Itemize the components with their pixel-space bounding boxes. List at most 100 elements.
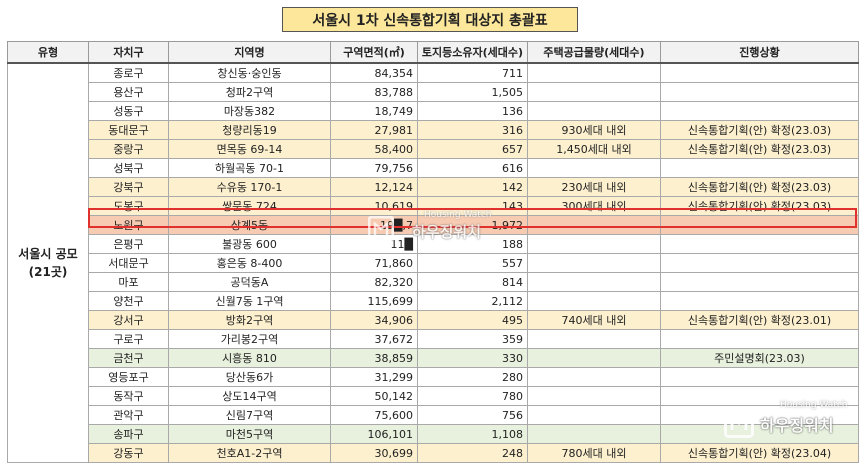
gu-cell: 성북구 — [88, 158, 169, 178]
gu-cell: 강북구 — [88, 177, 169, 197]
area-name-cell: 천호A1-2구역 — [168, 443, 331, 463]
supply-cell — [527, 158, 661, 178]
size-cell: 38,859 — [330, 348, 418, 368]
type-count: (21곳) — [28, 265, 68, 279]
table-row: 금천구 시흥동 810 38,859 330 주민설명회(23.03) — [8, 348, 859, 368]
header-gu: 자치구 — [88, 41, 169, 64]
table-row: 노원구 상계5동 19█,7 1,972 — [8, 215, 859, 235]
supply-cell — [527, 348, 661, 368]
status-cell: 주민설명회(23.03) — [660, 348, 859, 368]
area-name-cell: 창신동·숭인동 — [168, 62, 331, 83]
status-cell — [660, 386, 859, 406]
owners-cell: 188 — [417, 234, 528, 254]
table-row: 관악구 신림7구역 75,600 756 — [8, 405, 859, 425]
table-row: 강북구 수유동 170-1 12,124 142 230세대 내외 신속통합기획(안) 확… — [8, 177, 859, 197]
status-cell — [660, 272, 859, 292]
size-cell: 71,860 — [330, 253, 418, 273]
area-name-cell: 청파2구역 — [168, 82, 331, 102]
size-cell: 50,142 — [330, 386, 418, 406]
owners-cell: 142 — [417, 177, 528, 197]
status-cell: 신속통합기획(안) 확정(23.03) — [660, 139, 859, 159]
area-name-cell: 공덕동A — [168, 272, 331, 292]
housingwatch-logo-icon — [724, 408, 754, 438]
table-row: 송파구 마천5구역 106,101 1,108 — [8, 424, 859, 444]
owners-cell: 780 — [417, 386, 528, 406]
header-type: 유형 — [7, 41, 89, 64]
owners-cell: 557 — [417, 253, 528, 273]
status-cell: 신속통합기획(안) 확정(23.03) — [660, 196, 859, 216]
owners-cell: 1,972 — [417, 215, 528, 235]
header-area-name: 지역명 — [168, 41, 331, 64]
table-row: 마포 공덕동A 82,320 814 — [8, 272, 859, 292]
owners-cell: 359 — [417, 329, 528, 349]
gu-cell: 동작구 — [88, 386, 169, 406]
gu-cell: 송파구 — [88, 424, 169, 444]
watermark-en: Housing Watch — [424, 210, 492, 220]
size-cell: 83,788 — [330, 82, 418, 102]
supply-cell: 740세대 내외 — [527, 310, 661, 330]
status-cell — [660, 367, 859, 387]
gu-cell: 영등포구 — [88, 367, 169, 387]
supply-cell — [527, 329, 661, 349]
area-name-cell: 마장동382 — [168, 101, 331, 121]
owners-cell: 280 — [417, 367, 528, 387]
size-cell: 82,320 — [330, 272, 418, 292]
size-cell: 31,299 — [330, 367, 418, 387]
supply-cell — [527, 272, 661, 292]
table-row: 중랑구 면목동 69-14 58,400 657 1,450세대 내외 신속통합기획(안)… — [8, 139, 859, 159]
table-row: 강동구 천호A1-2구역 30,699 248 780세대 내외 신속통합기획(안) 확정… — [8, 443, 859, 463]
supply-cell — [527, 424, 661, 444]
size-cell: 27,981 — [330, 120, 418, 140]
table-row: 동대문구 청량리동19 27,981 316 930세대 내외 신속통합기획(안) 확정(… — [8, 120, 859, 140]
area-name-cell: 당산동6가 — [168, 367, 331, 387]
size-cell: 12,124 — [330, 177, 418, 197]
area-name-cell: 불광동 600 — [168, 234, 331, 254]
gu-cell: 은평구 — [88, 234, 169, 254]
supply-cell: 930세대 내외 — [527, 120, 661, 140]
status-cell: 신속통합기획(안) 확정(23.04) — [660, 443, 859, 463]
watermark-ko: 하우징워치 — [760, 416, 834, 435]
supply-cell — [527, 215, 661, 235]
supply-cell — [527, 234, 661, 254]
size-cell: 75,600 — [330, 405, 418, 425]
supply-cell — [527, 101, 661, 121]
size-cell: 84,354 — [330, 62, 418, 83]
supply-cell — [527, 82, 661, 102]
supply-cell — [527, 367, 661, 387]
owners-cell: 2,112 — [417, 291, 528, 311]
watermark-ko: 하우징워치 — [412, 223, 482, 241]
area-name-cell: 상도14구역 — [168, 386, 331, 406]
supply-cell — [527, 291, 661, 311]
summary-table: 유형 자치구 지역명 구역면적(㎡) 토지등소유자(세대수) 주택공급물량(세대… — [7, 41, 859, 463]
gu-cell: 종로구 — [88, 62, 169, 83]
table-row: 서대문구 홍은동 8-400 71,860 557 — [8, 253, 859, 273]
area-name-cell: 신월7동 1구역 — [168, 291, 331, 311]
gu-cell: 용산구 — [88, 82, 169, 102]
area-name-cell: 수유동 170-1 — [168, 177, 331, 197]
watermark-en: Housing Watch — [780, 400, 848, 410]
status-cell — [660, 158, 859, 178]
area-name-cell: 면목동 69-14 — [168, 139, 331, 159]
gu-cell: 관악구 — [88, 405, 169, 425]
area-name-cell: 신림7구역 — [168, 405, 331, 425]
owners-cell: 1,505 — [417, 82, 528, 102]
table-body: 서울시 공모 (21곳) 종로구 창신동·숭인동 84,354 711 용산구 청파2구역 83… — [7, 62, 859, 463]
status-cell — [660, 291, 859, 311]
size-cell: 34,906 — [330, 310, 418, 330]
area-name-cell: 가리봉2구역 — [168, 329, 331, 349]
owners-cell: 143 — [417, 196, 528, 216]
owners-cell: 756 — [417, 405, 528, 425]
area-name-cell: 시흥동 810 — [168, 348, 331, 368]
size-cell: 106,101 — [330, 424, 418, 444]
owners-cell: 711 — [417, 62, 528, 83]
gu-cell: 성동구 — [88, 101, 169, 121]
area-name-cell: 방화2구역 — [168, 310, 331, 330]
header-status: 진행상황 — [660, 41, 859, 64]
size-cell: 79,756 — [330, 158, 418, 178]
owners-cell: 136 — [417, 101, 528, 121]
header-supply: 주택공급물량(세대수) — [527, 41, 661, 64]
size-cell: 115,699 — [330, 291, 418, 311]
status-cell — [660, 215, 859, 235]
status-cell — [660, 234, 859, 254]
table-row: 서울시 공모 (21곳) 종로구 창신동·숭인동 84,354 711 — [7, 62, 859, 463]
